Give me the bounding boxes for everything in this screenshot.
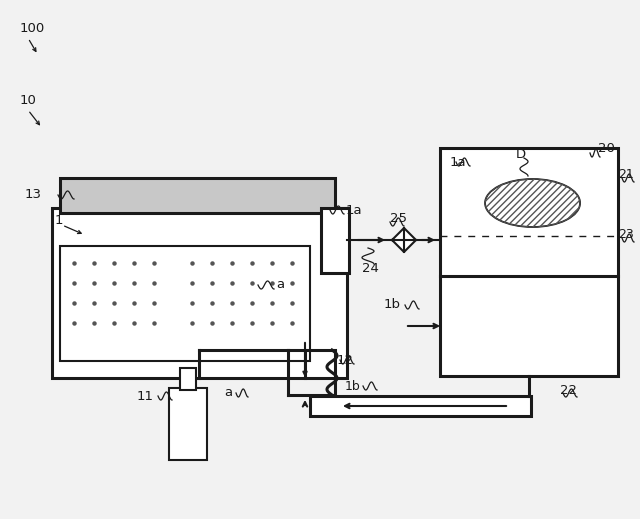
Text: 1b: 1b bbox=[344, 379, 360, 392]
Text: a: a bbox=[224, 387, 232, 400]
Ellipse shape bbox=[485, 179, 580, 227]
Text: 11: 11 bbox=[137, 389, 154, 403]
Text: 100: 100 bbox=[20, 21, 45, 34]
Text: 1: 1 bbox=[55, 213, 63, 226]
Text: D: D bbox=[516, 148, 526, 161]
Text: 23: 23 bbox=[618, 228, 634, 241]
Bar bbox=[440, 148, 618, 376]
Text: 24: 24 bbox=[362, 262, 379, 275]
Text: 22: 22 bbox=[560, 384, 577, 397]
Text: 1a: 1a bbox=[450, 156, 467, 169]
Bar bbox=[60, 246, 310, 361]
Bar bbox=[310, 396, 531, 416]
Text: 20: 20 bbox=[598, 142, 615, 155]
Text: 25: 25 bbox=[390, 212, 407, 225]
Text: 1a: 1a bbox=[346, 203, 363, 216]
Text: 1b: 1b bbox=[384, 298, 401, 311]
Bar bbox=[321, 208, 349, 273]
Bar bbox=[169, 388, 207, 460]
Text: 10: 10 bbox=[20, 93, 37, 106]
Text: 21: 21 bbox=[618, 169, 634, 182]
Bar bbox=[180, 368, 196, 390]
Bar bbox=[52, 208, 347, 378]
Bar bbox=[60, 178, 335, 213]
Polygon shape bbox=[392, 228, 416, 252]
Text: 13: 13 bbox=[25, 188, 42, 201]
Text: a: a bbox=[276, 279, 284, 292]
Text: 12: 12 bbox=[337, 353, 354, 366]
